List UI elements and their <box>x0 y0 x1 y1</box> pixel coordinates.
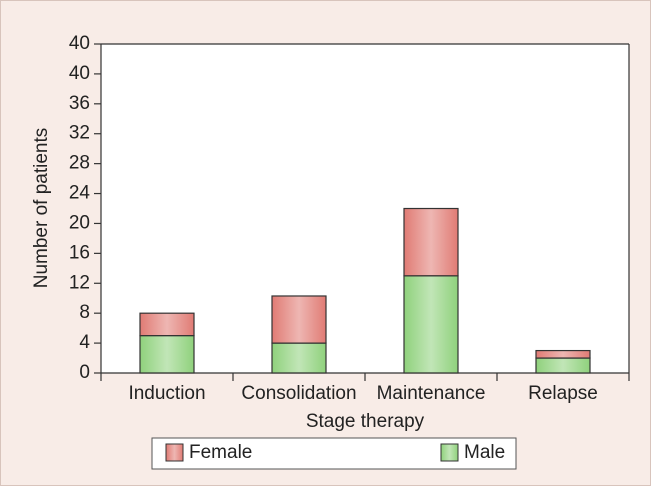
y-tick-label: 4 <box>79 332 90 353</box>
y-tick-label: 40 <box>69 63 90 84</box>
x-tick-label: Induction <box>128 383 205 404</box>
y-tick-label: 12 <box>69 272 90 293</box>
bar-segment <box>535 349 591 359</box>
y-tick-label: 0 <box>79 362 90 383</box>
x-tick-label: Consolidation <box>241 383 356 404</box>
legend-swatch <box>165 443 184 462</box>
y-tick-label: 8 <box>79 302 90 323</box>
bar-segment <box>271 295 327 344</box>
y-tick-label: 20 <box>69 212 90 233</box>
y-tick-label: 16 <box>69 242 90 263</box>
y-tick-label: 36 <box>69 93 90 114</box>
bar-segment <box>139 335 195 374</box>
x-axis-label: Stage therapy <box>306 411 425 432</box>
x-tick-label: Relapse <box>528 383 598 404</box>
y-tick-label: 32 <box>69 123 90 144</box>
bar-segment <box>403 275 459 374</box>
x-tick-label: Maintenance <box>377 383 486 404</box>
bar-segment <box>139 312 195 337</box>
y-axis-label: Number of patients <box>31 128 52 289</box>
legend-label: Female <box>189 442 252 463</box>
y-tick-label: 24 <box>69 183 91 204</box>
bar-segment <box>535 357 591 374</box>
legend-label: Male <box>464 442 505 463</box>
y-tick-label: 28 <box>69 153 90 174</box>
bar-segment <box>403 207 459 277</box>
bar-segment <box>271 342 327 374</box>
y-tick-label: 40 <box>69 33 90 54</box>
legend-swatch <box>440 443 459 462</box>
